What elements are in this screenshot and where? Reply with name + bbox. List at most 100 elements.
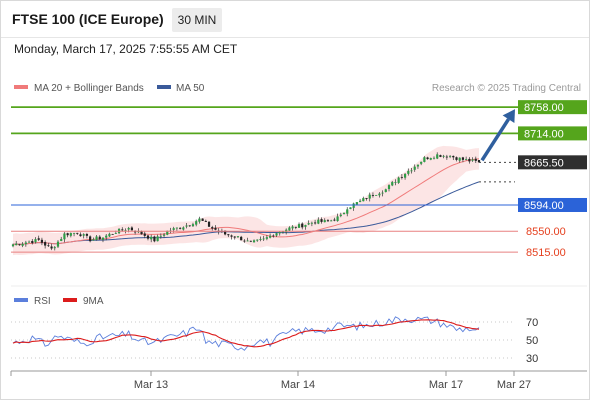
candle-body [448, 156, 452, 157]
candle-body [60, 239, 63, 241]
candle-body [375, 194, 378, 196]
candle-body [66, 233, 69, 236]
candle-body [436, 154, 439, 159]
candle-body [391, 182, 394, 186]
candle-body [121, 229, 124, 231]
candle-body [256, 239, 259, 241]
candle-body [269, 235, 272, 238]
candle-body [410, 170, 413, 172]
candle-body [288, 227, 291, 231]
level-8714-00-tag [518, 126, 587, 141]
candle-body [153, 236, 156, 242]
candle-body [53, 247, 56, 249]
candle-body [108, 233, 111, 237]
candle-body [69, 233, 72, 236]
candle-body [252, 240, 256, 243]
level-8758-00-label: 8758.00 [524, 102, 564, 114]
candle-body [201, 218, 204, 221]
rsi-tick-50: 50 [526, 335, 538, 347]
rsi-tick-30: 30 [526, 353, 538, 365]
candle-body [365, 198, 368, 199]
candle-body [352, 203, 355, 208]
legend-label-rsi: RSI [34, 296, 51, 307]
candle-body [429, 158, 432, 160]
candle-body [465, 159, 468, 160]
candle-body [323, 220, 326, 223]
candle-body [204, 220, 207, 222]
level-8550-00-label: 8550.00 [526, 226, 566, 238]
candle-body [21, 243, 24, 246]
candle-body [262, 238, 265, 240]
candle-body [95, 236, 98, 240]
candle-body [56, 241, 60, 247]
candle-body [207, 221, 211, 227]
legend-swatch-rsi-ma [63, 298, 77, 302]
candle-body [191, 224, 195, 227]
candle-body [442, 155, 445, 157]
candle-body [416, 164, 420, 167]
candle-body [368, 194, 371, 199]
candle-body [397, 177, 400, 183]
candle-body [18, 244, 21, 246]
candle-body [179, 227, 182, 229]
candle-body [349, 207, 352, 210]
candle-body [240, 236, 243, 241]
candle-body [275, 233, 278, 236]
candle-body [336, 216, 339, 222]
candle-body [227, 234, 230, 236]
candle-body [166, 230, 169, 235]
legend-swatch-ma50 [157, 85, 171, 89]
candle-body [140, 231, 143, 235]
candle-body [127, 228, 130, 230]
candle-body [159, 235, 162, 237]
candle-body [236, 236, 240, 238]
candle-body [76, 232, 79, 234]
candle-body [47, 245, 50, 247]
candle-body [105, 235, 108, 238]
candle-body [11, 244, 15, 247]
candle-body [445, 156, 448, 158]
levels-layer: 8758.00 8714.00 8665.50 8594.00 8550.00 8515.… [11, 100, 587, 259]
legend-swatch-ma20 [14, 85, 28, 89]
chart-datetime: Monday, March 17, 2025 7:55:55 AM CET [14, 42, 238, 56]
forecast-arrow-head [502, 109, 515, 124]
candle-body [281, 231, 285, 233]
candle-body [27, 241, 31, 243]
candle-body [403, 173, 407, 178]
candle-body [342, 212, 346, 215]
candle-body [346, 209, 349, 214]
candle-body [40, 239, 44, 243]
candle-body [31, 241, 34, 243]
candle-body [233, 236, 236, 238]
candle-body [413, 166, 416, 170]
candle-body [37, 238, 40, 240]
rsi-ma-line [12, 319, 480, 348]
candle-body [188, 225, 191, 227]
candle-body [301, 223, 304, 228]
candle-body [246, 240, 249, 242]
candle-body [214, 227, 217, 230]
candle-body [307, 223, 310, 225]
candle-body [452, 155, 455, 158]
chart-header: FTSE 100 (ICE Europe) 30 MIN [1, 1, 589, 37]
candle-body [162, 234, 166, 236]
interval-badge[interactable]: 30 MIN [172, 8, 222, 32]
candle-body [72, 232, 76, 234]
candle-body [150, 236, 153, 240]
candle-body [44, 242, 47, 246]
candle-body [330, 220, 333, 222]
candle-body [156, 236, 159, 242]
candle-body [384, 189, 387, 192]
credit-label: Research © 2025 Trading Central [432, 83, 581, 94]
candle-body [313, 222, 317, 224]
candle-body [259, 238, 262, 240]
candle-body [426, 157, 429, 160]
candle-body [317, 219, 320, 224]
candle-body [82, 234, 85, 236]
candle-body [371, 195, 375, 196]
candle-body [326, 220, 330, 222]
candle-body [114, 233, 117, 235]
level-8758-00-tag [518, 100, 587, 115]
candle-body [407, 170, 410, 174]
candle-body [304, 224, 307, 227]
